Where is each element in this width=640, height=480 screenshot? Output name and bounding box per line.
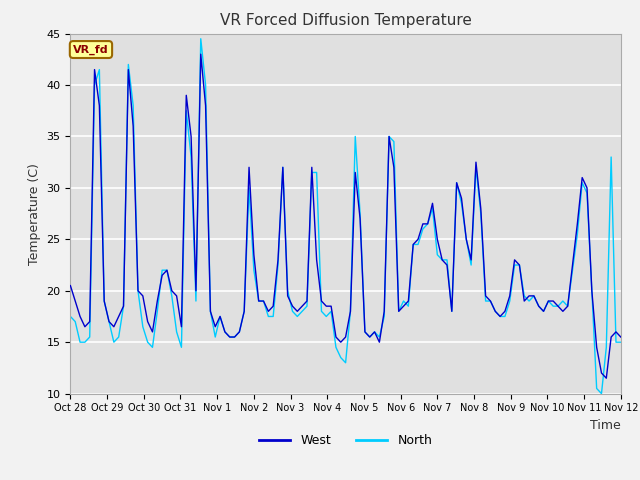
Y-axis label: Temperature (C): Temperature (C) <box>28 163 41 264</box>
Legend: West, North: West, North <box>254 429 437 452</box>
X-axis label: Time: Time <box>590 419 621 432</box>
Title: VR Forced Diffusion Temperature: VR Forced Diffusion Temperature <box>220 13 472 28</box>
Text: VR_fd: VR_fd <box>73 44 109 55</box>
